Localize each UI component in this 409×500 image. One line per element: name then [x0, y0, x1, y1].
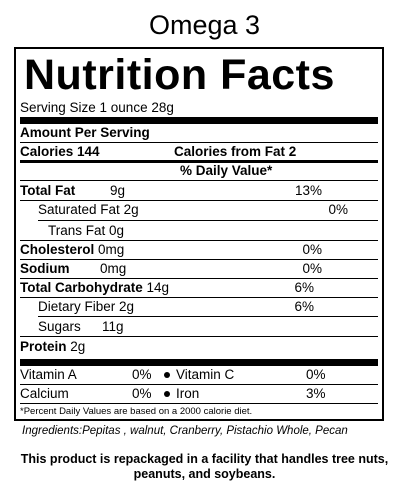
nutrient-row-total-carbohydrate: Total Carbohydrate 14g 6%	[20, 280, 378, 296]
nutrient-name: Total Fat	[20, 183, 76, 198]
nutrient-dv: 0%	[302, 242, 322, 257]
nutrient-dv: 13%	[294, 183, 322, 198]
divider	[20, 278, 378, 279]
nutrient-dv: 6%	[294, 280, 314, 295]
calories: Calories 144	[20, 144, 100, 159]
calcium-label: Calcium	[20, 386, 69, 401]
divider	[20, 180, 378, 181]
divider	[20, 200, 378, 201]
amount-per-serving: Amount Per Serving	[20, 125, 150, 140]
bullet-icon	[160, 386, 174, 402]
daily-value-header: % Daily Value*	[180, 163, 273, 178]
nutrient-row-sodium: Sodium 0mg 0%	[20, 261, 378, 277]
nutrient-amount: 14g	[146, 280, 170, 295]
nutrient-row-cholesterol: Cholesterol 0mg 0%	[20, 242, 378, 258]
divider-medium	[20, 160, 378, 163]
bullet-icon	[160, 367, 174, 383]
nutrient-name: Dietary Fiber	[38, 299, 116, 314]
allergen-notice: This product is repackaged in a facility…	[0, 452, 409, 482]
vitamin-row-1: Vitamin A 0% Vitamin C 0%	[20, 367, 378, 383]
nutrition-facts-panel: Nutrition Facts Serving Size 1 ounce 28g…	[14, 47, 384, 421]
nutrient-row-trans-fat: Trans Fat 0g	[48, 223, 378, 239]
divider	[20, 240, 378, 241]
nutrient-dv: 6%	[294, 299, 314, 314]
nutrient-dv: 0%	[328, 202, 348, 217]
nutrient-row-sugars: Sugars 11g	[38, 319, 378, 335]
calories-from-fat: Calories from Fat 2	[174, 144, 297, 159]
nutrient-name: Total Carbohydrate	[20, 280, 143, 295]
nutrient-name: Trans Fat	[48, 223, 106, 238]
nutrient-name: Protein	[20, 339, 67, 354]
nutrient-amount: 2g	[119, 299, 135, 314]
nutrient-row-saturated-fat: Saturated Fat 2g 0%	[38, 202, 378, 218]
iron-dv: 3%	[306, 386, 326, 401]
divider	[20, 142, 378, 143]
nutrient-amount: 11g	[102, 319, 124, 334]
divider	[20, 297, 378, 298]
iron-label: Iron	[176, 386, 200, 401]
nutrient-name: Sodium	[20, 261, 70, 276]
daily-value-footnote: *Percent Daily Values are based on a 200…	[20, 406, 253, 417]
nutrient-name: Saturated Fat	[38, 202, 120, 217]
nutrient-amount: 9g	[110, 183, 126, 198]
divider-thick	[20, 359, 378, 366]
nutrient-amount: 2g	[70, 339, 86, 354]
nutrient-row-dietary-fiber: Dietary Fiber 2g 6%	[38, 299, 378, 315]
divider-thick	[20, 117, 378, 124]
nutrient-dv: 0%	[302, 261, 322, 276]
vitamin-a-label: Vitamin A	[20, 367, 77, 382]
vitamin-c-dv: 0%	[306, 367, 326, 382]
nutrient-name: Sugars	[38, 319, 81, 334]
divider	[20, 403, 378, 404]
divider	[20, 384, 378, 385]
allergen-notice-line-1: This product is repackaged in a facility…	[20, 452, 389, 466]
product-title: Omega 3	[148, 10, 261, 40]
calcium-dv: 0%	[132, 386, 152, 401]
nutrient-row-total-fat: Total Fat 9g 13%	[20, 183, 378, 199]
ingredients-text: Ingredients:Pepitas , walnut, Cranberry,…	[22, 425, 348, 437]
nutrient-amount: 0mg	[98, 242, 125, 257]
calories-row: Calories 144 Calories from Fat 2	[20, 144, 378, 160]
nutrition-facts-heading: Nutrition Facts	[24, 51, 335, 99]
divider	[38, 220, 378, 221]
divider	[38, 316, 378, 317]
allergen-notice-line-2: peanuts, and soybeans.	[133, 467, 276, 481]
divider	[20, 336, 378, 337]
nutrient-amount: 2g	[123, 202, 139, 217]
serving-size: Serving Size 1 ounce 28g	[20, 100, 174, 115]
divider	[20, 259, 378, 260]
vitamin-row-2: Calcium 0% Iron 3%	[20, 386, 378, 402]
vitamin-c-label: Vitamin C	[176, 367, 235, 382]
nutrient-amount: 0mg	[100, 261, 127, 276]
nutrient-row-protein: Protein 2g	[20, 339, 378, 355]
vitamin-a-dv: 0%	[132, 367, 152, 382]
nutrient-name: Cholesterol	[20, 242, 95, 257]
nutrient-amount: 0g	[109, 223, 125, 238]
